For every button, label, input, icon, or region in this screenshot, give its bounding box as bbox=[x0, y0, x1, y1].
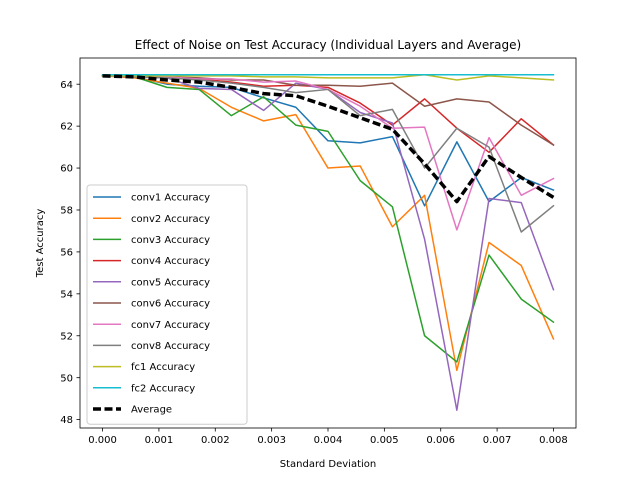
x-axis-ticks: 0.000 0.001 0.002 0.003 0.004 0.005 0.006 0.007… bbox=[88, 428, 568, 446]
y-tick-label: 64 bbox=[60, 80, 73, 91]
legend-label: conv7 Accuracy bbox=[131, 320, 210, 331]
y-tick-label: 54 bbox=[60, 289, 73, 300]
x-tick-label: 0.007 bbox=[483, 435, 512, 446]
series-line-conv2-accuracy bbox=[101, 75, 555, 372]
x-tick-label: 0.005 bbox=[370, 435, 399, 446]
y-tick-label: 62 bbox=[60, 122, 73, 133]
series-line-fc1-accuracy bbox=[101, 74, 555, 81]
legend-label: conv3 Accuracy bbox=[131, 235, 210, 246]
series-line-conv3-accuracy bbox=[101, 75, 555, 363]
chart-title: Effect of Noise on Test Accuracy (Indivi… bbox=[135, 38, 521, 52]
x-tick-label: 0.002 bbox=[201, 435, 230, 446]
series-line-conv8-accuracy bbox=[101, 75, 555, 233]
x-tick-label: 0.000 bbox=[88, 435, 117, 446]
y-tick-label: 52 bbox=[60, 331, 73, 342]
legend-label: conv2 Accuracy bbox=[131, 214, 210, 225]
y-tick-label: 60 bbox=[60, 164, 73, 175]
series-line-average bbox=[102, 74, 555, 204]
legend-label: fc1 Accuracy bbox=[131, 362, 195, 373]
y-tick-label: 56 bbox=[60, 248, 73, 259]
legend-label: Average bbox=[131, 405, 172, 416]
legend-label: conv8 Accuracy bbox=[131, 341, 210, 352]
legend-label: conv5 Accuracy bbox=[131, 277, 210, 288]
y-axis-label: Test Accuracy bbox=[35, 209, 46, 279]
legend-label: fc2 Accuracy bbox=[131, 383, 195, 394]
y-tick-label: 48 bbox=[60, 415, 73, 426]
legend-box bbox=[86, 184, 248, 425]
x-tick-label: 0.001 bbox=[145, 435, 174, 446]
x-tick-label: 0.003 bbox=[257, 435, 286, 446]
y-tick-label: 50 bbox=[60, 373, 73, 384]
legend-label: conv6 Accuracy bbox=[131, 299, 210, 310]
x-tick-label: 0.004 bbox=[314, 435, 343, 446]
legend-label: conv4 Accuracy bbox=[131, 256, 210, 267]
legend-label: conv1 Accuracy bbox=[131, 193, 210, 204]
y-axis-ticks: 48 50 52 54 56 58 60 62 64 bbox=[60, 80, 80, 426]
y-tick-label: 58 bbox=[60, 206, 73, 217]
x-axis-label: Standard Deviation bbox=[280, 459, 377, 470]
series-lines bbox=[101, 74, 555, 411]
x-tick-label: 0.008 bbox=[539, 435, 568, 446]
x-tick-label: 0.006 bbox=[426, 435, 455, 446]
legend: conv1 Accuracy conv2 Accuracy conv3 Accura… bbox=[86, 184, 248, 425]
